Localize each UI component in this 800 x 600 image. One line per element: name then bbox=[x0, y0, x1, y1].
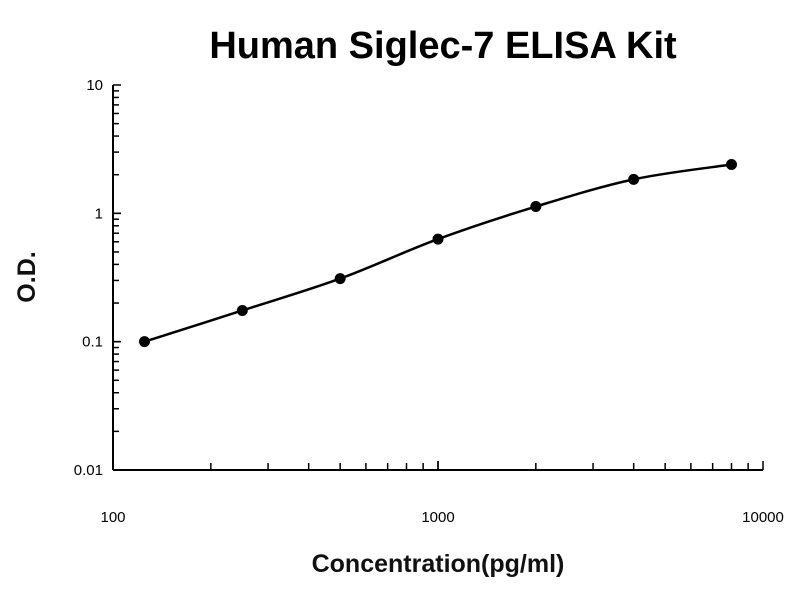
x-axis-label: Concentration(pg/ml) bbox=[312, 550, 565, 578]
series-line bbox=[144, 163, 732, 343]
data-point bbox=[530, 201, 542, 213]
x-tick-label: 1000 bbox=[421, 509, 454, 526]
data-point bbox=[726, 159, 738, 171]
data-point bbox=[236, 304, 248, 316]
tick-labels: 100 1000 10000 0.01 0.1 1 10 bbox=[74, 77, 784, 526]
x-tick-label: 10000 bbox=[742, 509, 784, 526]
y-tick-label: 10 bbox=[86, 77, 103, 94]
data-point bbox=[628, 173, 640, 185]
y-tick-label: 1 bbox=[95, 205, 103, 222]
y-tick-label: 0.01 bbox=[74, 462, 103, 479]
y-tick-label: 0.1 bbox=[82, 334, 103, 351]
data-point bbox=[432, 233, 444, 245]
data-point bbox=[334, 273, 346, 285]
y-axis-label: O.D. bbox=[13, 251, 41, 302]
x-tick-label: 100 bbox=[100, 509, 125, 526]
data-point bbox=[138, 336, 150, 348]
series bbox=[138, 159, 738, 348]
axes bbox=[112, 84, 764, 471]
chart-title: Human Siglec-7 ELISA Kit bbox=[209, 25, 677, 67]
